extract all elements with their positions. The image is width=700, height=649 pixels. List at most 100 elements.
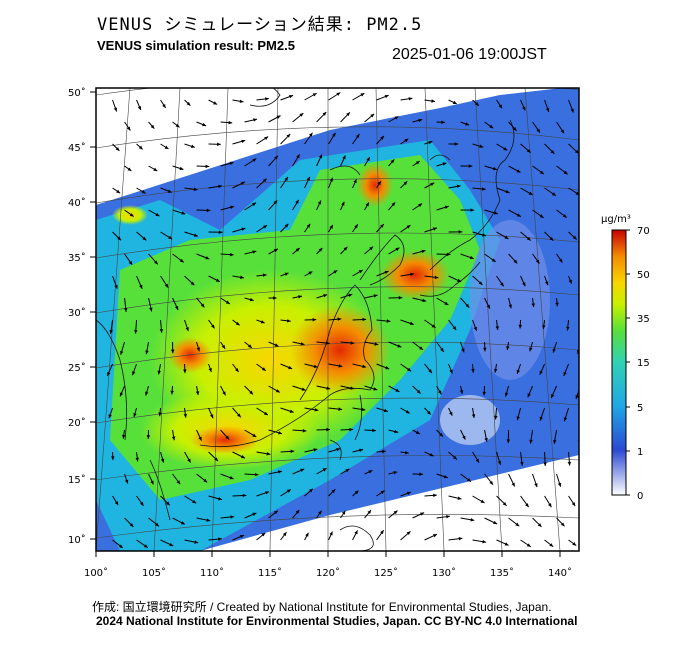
wind-arrow-head bbox=[465, 303, 470, 308]
lat-label-35: 35˚ bbox=[68, 252, 86, 264]
wind-arrow-head bbox=[469, 255, 474, 260]
wind-arrow-head bbox=[252, 250, 257, 254]
wind-arrow-head bbox=[397, 344, 402, 348]
wind-arrow-head bbox=[545, 107, 550, 112]
wind-arrow-head bbox=[473, 326, 477, 331]
wind-arrow-head bbox=[419, 472, 424, 476]
wind-arrow-head bbox=[263, 411, 268, 416]
wind-arrow-head bbox=[471, 414, 476, 418]
wind-arrow bbox=[581, 298, 583, 308]
wind-arrow-head bbox=[393, 471, 398, 475]
wind-arrow-head bbox=[386, 319, 391, 323]
wind-arrow-head bbox=[295, 199, 299, 204]
wind-arrow-head bbox=[481, 187, 486, 191]
wind-arrow-head bbox=[170, 349, 175, 354]
wind-arrow-head bbox=[557, 482, 562, 487]
wind-arrow-head bbox=[265, 491, 270, 495]
wind-arrow-head bbox=[503, 147, 508, 151]
wind-arrow-head bbox=[404, 138, 409, 143]
wind-arrow-head bbox=[218, 497, 223, 501]
wind-arrow-head bbox=[567, 461, 572, 466]
wind-arrow-head bbox=[516, 369, 520, 374]
wind-arrow-head bbox=[439, 432, 443, 437]
wind-arrow-head bbox=[572, 235, 577, 240]
colorbar-tick-50: 50 bbox=[637, 270, 650, 281]
wind-arrow-head bbox=[502, 501, 507, 506]
wind-arrow-head bbox=[430, 182, 435, 187]
wind-arrow-head bbox=[193, 187, 198, 192]
lon-label-130: 130˚ bbox=[432, 567, 456, 579]
wind-arrow-head bbox=[326, 386, 331, 390]
wind-arrow-head bbox=[252, 202, 257, 207]
lon-label-120: 120˚ bbox=[316, 567, 340, 579]
wind-arrow-head bbox=[289, 409, 294, 413]
wind-arrow-head bbox=[169, 542, 174, 546]
wind-arrow-head bbox=[206, 518, 211, 522]
lat-label-20: 20˚ bbox=[68, 417, 86, 429]
wind-arrow bbox=[581, 474, 586, 486]
wind-arrow-head bbox=[165, 501, 170, 506]
wind-arrow-head bbox=[354, 530, 358, 535]
wind-arrow-head bbox=[306, 176, 310, 181]
wind-arrow-head bbox=[168, 235, 173, 240]
wind-arrow-head bbox=[261, 532, 266, 537]
wind-arrow-head bbox=[122, 434, 126, 439]
wind-arrow-head bbox=[522, 282, 526, 287]
wind-arrow-head bbox=[562, 214, 567, 218]
wind-arrow-head bbox=[369, 246, 374, 251]
wind-arrow-head bbox=[566, 326, 570, 331]
wind-arrow-head bbox=[361, 407, 366, 412]
wind-arrow-head bbox=[214, 457, 219, 462]
wind-arrow-head bbox=[420, 512, 425, 516]
wind-arrow-head bbox=[211, 324, 215, 329]
wind-arrow-head bbox=[542, 325, 546, 330]
wind-arrow-head bbox=[200, 303, 205, 308]
wind-arrow-head bbox=[418, 203, 423, 207]
wind-arrow-head bbox=[482, 539, 487, 544]
wind-arrow-head bbox=[349, 427, 354, 432]
wind-arrow-head bbox=[506, 439, 511, 444]
wind-arrow-head bbox=[286, 489, 291, 493]
wind-arrow-head bbox=[296, 154, 300, 159]
wind-arrow-head bbox=[262, 178, 267, 183]
colorbar: μg/m³ 70 50 35 15 5 1 0 bbox=[601, 214, 650, 502]
wind-arrow-head bbox=[262, 273, 267, 277]
wind-arrow-head bbox=[504, 392, 509, 397]
wind-arrow-head bbox=[183, 413, 188, 418]
wind-arrow-head bbox=[526, 236, 531, 241]
wind-arrow-head bbox=[354, 490, 359, 495]
wind-arrow-head bbox=[550, 150, 555, 154]
wind-arrow-head bbox=[185, 327, 189, 332]
wind-arrow-head bbox=[494, 415, 498, 420]
wind-arrow-head bbox=[410, 272, 415, 277]
wind-arrow-head bbox=[390, 159, 395, 164]
wind-arrow-head bbox=[415, 161, 420, 165]
wind-arrow-head bbox=[107, 371, 111, 376]
wind-arrow-head bbox=[408, 97, 413, 101]
wind-arrow-head bbox=[150, 480, 154, 485]
wind-arrow-head bbox=[342, 155, 346, 160]
wind-arrow-head bbox=[116, 189, 121, 194]
wind-arrow-head bbox=[208, 368, 212, 372]
wind-arrow-head bbox=[453, 455, 457, 460]
wind-arrow-head bbox=[393, 510, 398, 515]
wind-arrow-head bbox=[355, 133, 360, 138]
wind-arrow-head bbox=[198, 436, 202, 441]
wind-arrow-head bbox=[493, 520, 498, 525]
wind-arrow-head bbox=[336, 92, 341, 96]
credit-line: 作成: 国立環境研究所 / Created by National Instit… bbox=[92, 600, 552, 614]
wind-arrow-head bbox=[370, 113, 375, 118]
wind-arrow-head bbox=[252, 512, 257, 516]
wind-arrow-head bbox=[155, 522, 160, 527]
wind-arrow-head bbox=[500, 282, 504, 287]
wind-arrow-head bbox=[498, 104, 503, 109]
wind-arrow-head bbox=[203, 478, 208, 483]
wind-arrow-head bbox=[574, 149, 579, 154]
wind-arrow-head bbox=[427, 410, 431, 415]
wind-arrow-head bbox=[551, 192, 556, 196]
wind-arrow-head bbox=[549, 236, 554, 241]
copyright-line: 2024 National Institute for Environmenta… bbox=[96, 614, 578, 628]
wind-arrow-head bbox=[336, 447, 341, 452]
wind-arrow-head bbox=[536, 128, 541, 133]
title-en: VENUS simulation result: PM2.5 bbox=[97, 38, 295, 53]
